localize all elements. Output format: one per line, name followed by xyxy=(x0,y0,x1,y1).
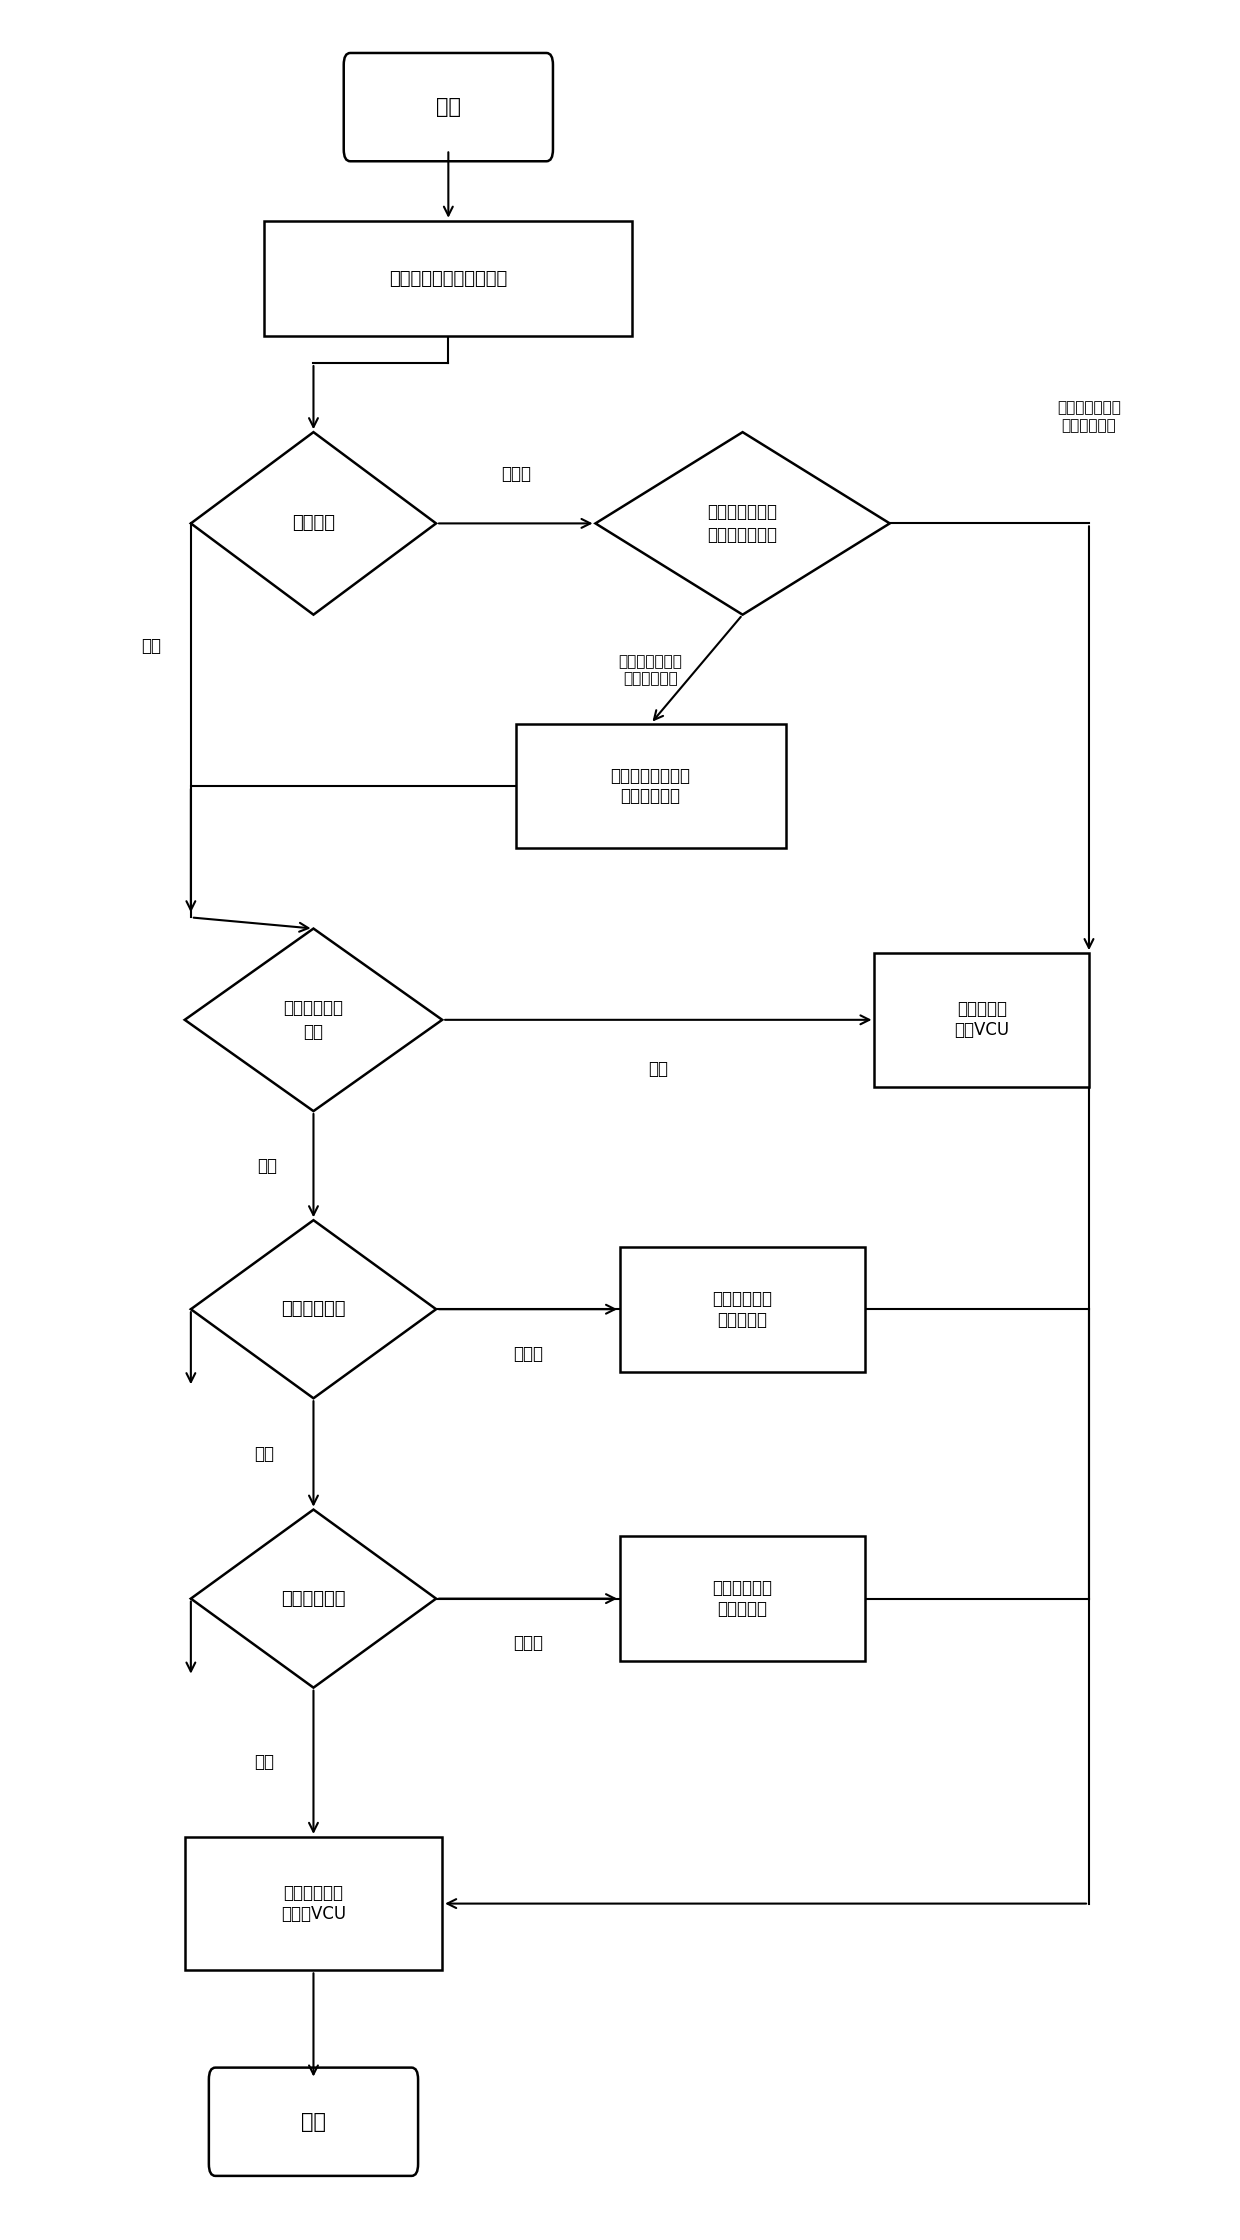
Text: 温度变化趋势
判断: 温度变化趋势 判断 xyxy=(284,999,343,1042)
Text: 不正常: 不正常 xyxy=(501,466,531,484)
Polygon shape xyxy=(191,1510,436,1687)
Polygon shape xyxy=(595,432,890,614)
Polygon shape xyxy=(191,432,436,614)
Text: 删除功能不正常温
度采集点数据: 删除功能不正常温 度采集点数据 xyxy=(610,766,691,806)
Text: 输出温度正常
信号至VCU: 输出温度正常 信号至VCU xyxy=(281,1884,346,1922)
Text: 失效: 失效 xyxy=(649,1060,668,1077)
Text: 结束: 结束 xyxy=(301,2112,326,2132)
Text: 开始: 开始 xyxy=(435,96,461,116)
Text: 功能不正常温度
采集点数量少: 功能不正常温度 采集点数量少 xyxy=(619,654,682,685)
FancyBboxPatch shape xyxy=(208,2068,418,2175)
Text: 温度范围判断: 温度范围判断 xyxy=(281,1299,346,1317)
Text: 升温或降温方
法调节温度: 升温或降温方 法调节温度 xyxy=(713,1290,773,1328)
Text: 不合理: 不合理 xyxy=(513,1635,543,1653)
Text: 合理: 合理 xyxy=(254,1754,274,1772)
Text: 正常: 正常 xyxy=(141,636,161,654)
Text: 功能诊断: 功能诊断 xyxy=(291,515,335,533)
Bar xyxy=(620,1248,866,1371)
Bar xyxy=(185,1837,443,1971)
Text: 功能不正常温度
采集点数量判断: 功能不正常温度 采集点数量判断 xyxy=(708,502,777,544)
Text: 输出报警信
号至VCU: 输出报警信 号至VCU xyxy=(954,1001,1009,1039)
Text: 不合理: 不合理 xyxy=(513,1344,543,1362)
Text: 功能不正常温度
采集点数量多: 功能不正常温度 采集点数量多 xyxy=(1056,401,1121,432)
Polygon shape xyxy=(185,930,443,1111)
FancyBboxPatch shape xyxy=(343,54,553,161)
Bar xyxy=(264,222,632,336)
Polygon shape xyxy=(191,1221,436,1398)
Bar xyxy=(516,724,785,849)
Text: 采集电池包的温度点数据: 采集电池包的温度点数据 xyxy=(389,269,507,287)
Text: 升温或降温方
法调节温度: 升温或降温方 法调节温度 xyxy=(713,1579,773,1617)
Bar xyxy=(874,952,1089,1086)
Bar xyxy=(620,1537,866,1660)
Text: 有效: 有效 xyxy=(257,1156,277,1174)
Text: 热均衡性判断: 热均衡性判断 xyxy=(281,1590,346,1608)
Text: 合理: 合理 xyxy=(254,1445,274,1463)
